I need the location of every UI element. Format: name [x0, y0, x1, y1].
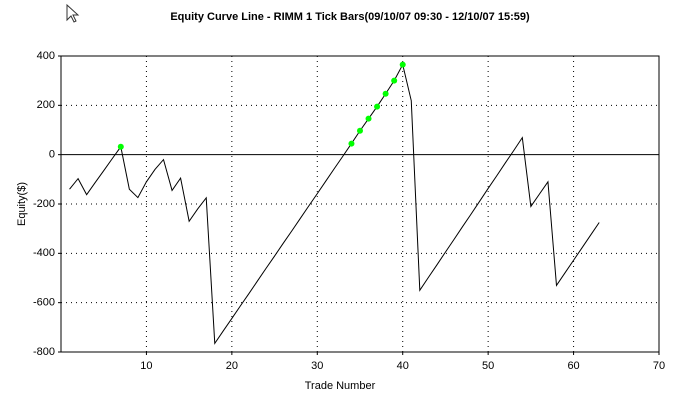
x-tick-label: 10 — [140, 360, 152, 372]
x-tick-label: 60 — [567, 360, 579, 372]
trade-marker — [348, 140, 355, 147]
chart-title: Equity Curve Line - RIMM 1 Tick Bars(09/… — [170, 11, 530, 23]
y-tick-label: -800 — [33, 346, 55, 358]
trade-marker — [399, 61, 406, 68]
y-tick-label: 0 — [49, 149, 55, 161]
plot-frame — [60, 55, 660, 353]
equity-line — [69, 63, 600, 345]
trade-marker — [357, 127, 363, 134]
x-tick-label: 20 — [226, 360, 238, 372]
trade-marker — [117, 143, 124, 150]
y-tick-label: 200 — [37, 99, 55, 111]
x-tick-label: 30 — [311, 360, 323, 372]
trade-marker — [391, 77, 398, 84]
cursor-icon — [66, 3, 80, 23]
y-axis-label: Equity($) — [16, 182, 28, 226]
x-axis-label: Trade Number — [305, 380, 376, 392]
trade-marker — [374, 103, 381, 110]
trade-marker — [382, 90, 389, 97]
y-tick-label: 400 — [37, 50, 55, 62]
x-tick-label: 70 — [653, 360, 665, 372]
x-tick-label: 40 — [397, 360, 409, 372]
y-tick-label: -600 — [33, 297, 55, 309]
trade-marker — [365, 115, 372, 122]
x-tick-label: 50 — [482, 360, 494, 372]
y-tick-label: -400 — [33, 247, 55, 259]
y-tick-label: -200 — [33, 198, 55, 210]
